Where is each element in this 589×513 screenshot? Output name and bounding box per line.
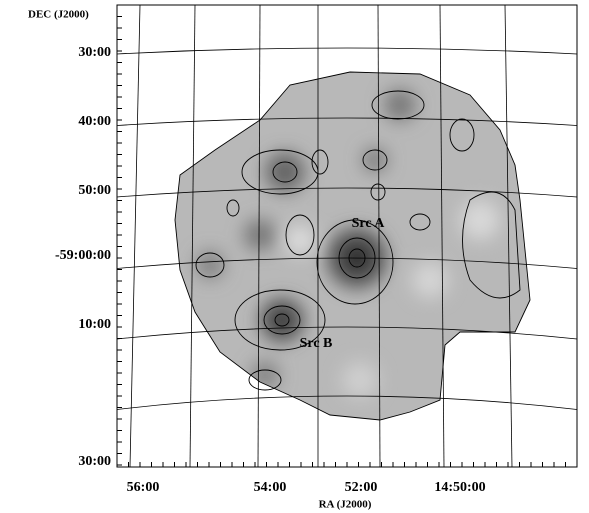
y-tick-label: 40:00 — [78, 114, 111, 129]
dec-grid-line — [116, 326, 578, 340]
dec-grid-line — [116, 117, 578, 126]
ra-grid-line — [504, 4, 513, 468]
x-tick-label: 54:00 — [254, 480, 287, 495]
ra-grid-line — [439, 4, 445, 468]
y-tick-label: 30:00 — [78, 454, 111, 469]
ra-grid-line — [377, 4, 381, 468]
y-tick-label: 10:00 — [78, 317, 111, 332]
y-tick-label: 50:00 — [78, 183, 111, 198]
dec-grid-line — [116, 257, 578, 269]
annotation: Src B — [300, 336, 333, 351]
x-tick-label: 56:00 — [127, 480, 160, 495]
y-axis-label: DEC (J2000) — [28, 9, 89, 21]
ra-grid-line — [189, 4, 196, 468]
dec-grid-line — [116, 187, 578, 198]
dec-grid-line — [116, 47, 578, 55]
x-axis-label: RA (J2000) — [319, 499, 372, 511]
ra-grid-line — [257, 4, 261, 468]
y-tick-label: -59:00:00 — [55, 248, 111, 263]
ra-grid-line — [129, 4, 141, 468]
annotation: Src A — [352, 216, 386, 231]
x-tick-label: 14:50:00 — [434, 480, 485, 495]
y-tick-label: 30:00 — [78, 45, 111, 60]
coordinate-grid — [116, 4, 578, 468]
dec-grid-line — [116, 395, 578, 410]
image — [174, 71, 531, 421]
x-tick-label: 52:00 — [345, 480, 378, 495]
